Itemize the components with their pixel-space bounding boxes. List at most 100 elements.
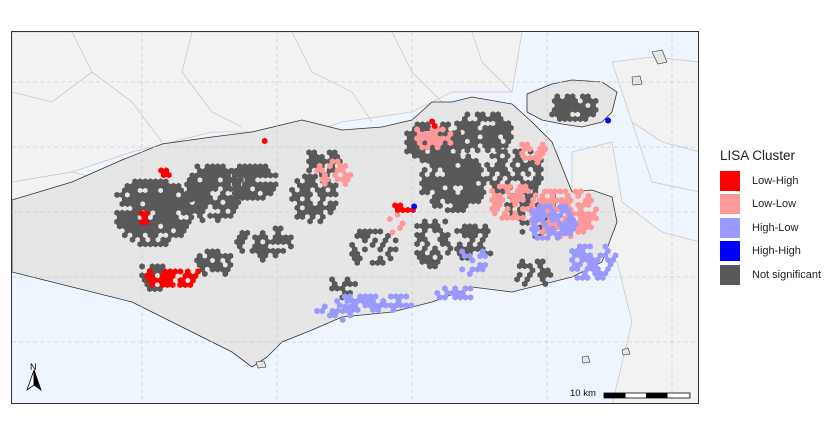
cluster-cell — [122, 232, 128, 239]
cluster-cell — [165, 209, 172, 216]
cluster-cell — [327, 182, 334, 189]
cluster-cell — [432, 175, 438, 183]
cluster-cell — [482, 142, 489, 149]
cluster-cell — [334, 307, 341, 315]
map-panel[interactable]: N 10 km — [11, 31, 699, 404]
cluster-cell — [602, 252, 609, 259]
cluster-cell — [459, 138, 465, 145]
cluster-cell — [517, 166, 524, 173]
cluster-cell — [605, 247, 611, 255]
cluster-cell — [569, 93, 576, 100]
legend-label: High-High — [752, 245, 801, 258]
map-canvas[interactable] — [12, 32, 699, 404]
cluster-cell — [422, 245, 428, 252]
cluster-cell — [534, 150, 541, 157]
cluster-cell — [194, 257, 200, 264]
cluster-cell — [150, 200, 156, 208]
cluster-cell — [299, 213, 306, 220]
cluster-cell — [222, 194, 229, 201]
cluster-cell — [260, 167, 266, 175]
cluster-cell — [332, 171, 338, 179]
cluster-cell — [327, 200, 334, 207]
cluster-cell — [572, 97, 578, 105]
cluster-cell — [142, 241, 149, 248]
cluster-cell — [539, 267, 546, 274]
cluster-cell — [170, 182, 177, 190]
cluster-cell — [439, 180, 446, 187]
cluster-cell — [124, 182, 131, 190]
cluster-cell — [114, 209, 120, 216]
cluster-cell — [452, 202, 459, 209]
cluster-cell — [244, 194, 251, 201]
cluster-cell — [160, 182, 166, 190]
cluster-cell — [339, 307, 346, 315]
cluster-cell — [589, 256, 596, 264]
cluster-cell — [442, 143, 449, 151]
legend-item-low-low: Low-Low — [720, 193, 835, 217]
cluster-cell — [455, 207, 461, 214]
cluster-cell — [437, 193, 443, 200]
cluster-cell — [272, 234, 279, 241]
cluster-cell — [244, 167, 251, 175]
cluster-cell — [567, 97, 573, 105]
cluster-cell — [259, 247, 266, 255]
cluster-cell — [434, 289, 440, 297]
cluster-cell — [479, 129, 486, 136]
cluster-cell — [570, 225, 576, 233]
cluster-cell — [584, 274, 591, 281]
cluster-cell — [257, 234, 263, 241]
cluster-cell — [209, 199, 216, 206]
cluster-cell — [437, 139, 443, 147]
cluster-cell — [129, 218, 136, 225]
cluster-cell — [592, 97, 599, 105]
cluster-cell — [497, 166, 503, 173]
cluster-cell — [549, 216, 556, 224]
cluster-cell — [168, 232, 174, 239]
cluster-cell — [414, 121, 421, 128]
cluster-cell — [252, 190, 258, 197]
cluster-cell — [473, 184, 479, 191]
cluster-cell — [432, 202, 438, 209]
cluster-cell — [252, 243, 258, 250]
cluster-cell — [262, 172, 269, 179]
cluster-cell — [186, 203, 193, 210]
cluster-cell — [452, 294, 458, 301]
cluster-cell — [464, 111, 471, 118]
cluster-cell — [202, 176, 208, 184]
cluster-cell — [447, 166, 454, 174]
cluster-cell — [531, 230, 538, 237]
cluster-cell — [486, 175, 493, 182]
cluster-cell — [542, 280, 549, 288]
cluster-cell — [157, 205, 164, 212]
cluster-cell — [189, 190, 195, 197]
cluster-cell — [331, 149, 338, 156]
cluster-cell — [562, 115, 568, 123]
cluster-cell — [445, 148, 451, 155]
cluster-cell — [308, 153, 315, 161]
cluster-cell — [370, 306, 376, 314]
cluster-cell — [507, 183, 513, 190]
cluster-cell — [587, 97, 594, 105]
cluster-cell — [505, 120, 512, 127]
cluster-cell — [460, 189, 466, 196]
cluster-cell — [607, 261, 614, 268]
cluster-cell — [233, 203, 239, 210]
cluster-cell — [422, 125, 428, 133]
cluster-cell — [377, 255, 384, 262]
cluster-cell — [442, 218, 449, 225]
cluster-cell — [485, 227, 491, 235]
cluster-cell — [329, 285, 335, 292]
cluster-cell — [537, 271, 543, 279]
cluster-cell — [444, 207, 451, 214]
cluster-cell — [505, 129, 512, 136]
cluster-cell — [504, 205, 511, 213]
cluster-cell — [247, 181, 253, 188]
cluster-cell — [317, 191, 324, 198]
cluster-cell — [575, 201, 581, 209]
cluster-cell — [539, 216, 546, 224]
cluster-cell — [455, 148, 462, 155]
cluster-cell — [557, 188, 564, 195]
cluster-cell — [354, 306, 361, 314]
cluster-cell — [578, 215, 584, 222]
cluster-cell — [460, 162, 466, 169]
